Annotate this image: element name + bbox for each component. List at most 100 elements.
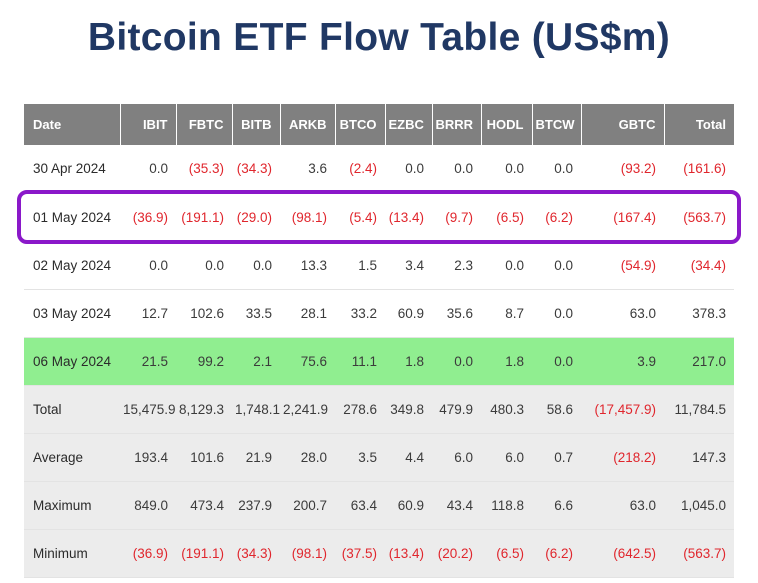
- row-label: Average: [24, 433, 120, 482]
- cell-value: 0.0: [532, 241, 581, 290]
- cell-value: (93.2): [581, 145, 664, 194]
- cell-value: 3.9: [581, 337, 664, 386]
- column-header: BITB: [232, 104, 281, 145]
- column-header: ARKB: [280, 104, 336, 145]
- cell-value: 60.9: [385, 481, 432, 530]
- cell-value: 11.1: [335, 337, 385, 386]
- table-row: 03 May 2024 12.7 102.6 33.5 28.1 33.2 60.9 35.6…: [24, 289, 734, 338]
- cell-value: 63.0: [581, 289, 664, 338]
- cell-value: 6.0: [481, 433, 532, 482]
- cell-value: (34.3): [232, 145, 280, 194]
- table-row: Minimum (36.9) (191.1) (34.3) (98.1) (37.5) (1…: [24, 529, 734, 578]
- cell-value: 1.8: [385, 337, 432, 386]
- table-body: 30 Apr 2024 0.0 (35.3) (34.3) 3.6 (2.4) 0.0 0.0…: [24, 145, 734, 578]
- cell-value: 21.5: [120, 337, 176, 386]
- cell-value: 4.4: [385, 433, 432, 482]
- row-label: 03 May 2024: [24, 289, 120, 338]
- cell-value: 378.3: [664, 289, 734, 338]
- cell-value: 13.3: [280, 241, 335, 290]
- cell-value: 0.0: [532, 337, 581, 386]
- page-title: Bitcoin ETF Flow Table (US$m): [87, 16, 671, 59]
- cell-value: 28.0: [280, 433, 335, 482]
- cell-value: 0.7: [532, 433, 581, 482]
- cell-value: 2,241.9: [280, 385, 335, 434]
- cell-value: 75.6: [280, 337, 335, 386]
- cell-value: (642.5): [581, 529, 664, 578]
- cell-value: 0.0: [120, 241, 176, 290]
- row-label: Maximum: [24, 481, 120, 530]
- cell-value: (161.6): [664, 145, 734, 194]
- cell-value: (191.1): [176, 193, 232, 242]
- table-row: Average 193.4 101.6 21.9 28.0 3.5 4.4 6.0 6.0 0.7…: [24, 433, 734, 482]
- flow-table: Date IBIT FBTC BITB ARKB BTCO EZBC BRRR HODL BTCW…: [24, 104, 734, 578]
- cell-value: 2.3: [432, 241, 481, 290]
- cell-value: (36.9): [120, 529, 176, 578]
- cell-value: (98.1): [280, 529, 335, 578]
- cell-value: (13.4): [385, 529, 432, 578]
- cell-value: 3.5: [335, 433, 385, 482]
- cell-value: 3.4: [385, 241, 432, 290]
- cell-value: 8.7: [481, 289, 532, 338]
- column-header: EZBC: [385, 104, 433, 145]
- column-header: FBTC: [176, 104, 233, 145]
- cell-value: 6.6: [532, 481, 581, 530]
- cell-value: 0.0: [232, 241, 280, 290]
- cell-value: 147.3: [664, 433, 734, 482]
- cell-value: (29.0): [232, 193, 280, 242]
- cell-value: 0.0: [532, 289, 581, 338]
- cell-value: 21.9: [232, 433, 280, 482]
- cell-value: 0.0: [385, 145, 432, 194]
- cell-value: 28.1: [280, 289, 335, 338]
- cell-value: 0.0: [532, 145, 581, 194]
- cell-value: 480.3: [481, 385, 532, 434]
- cell-value: 101.6: [176, 433, 232, 482]
- cell-value: 200.7: [280, 481, 335, 530]
- table-row: Maximum 849.0 473.4 237.9 200.7 63.4 60.9 43.4 1…: [24, 481, 734, 530]
- row-label: 02 May 2024: [24, 241, 120, 290]
- column-header: BTCW: [532, 104, 582, 145]
- cell-value: (167.4): [581, 193, 664, 242]
- cell-value: (2.4): [335, 145, 385, 194]
- table-row: 06 May 2024 21.5 99.2 2.1 75.6 11.1 1.8 0.0 1.8 0…: [24, 337, 734, 386]
- cell-value: 60.9: [385, 289, 432, 338]
- cell-value: (98.1): [280, 193, 335, 242]
- cell-value: 1,748.1: [232, 385, 280, 434]
- row-label: Total: [24, 385, 120, 434]
- cell-value: 0.0: [120, 145, 176, 194]
- cell-value: (37.5): [335, 529, 385, 578]
- column-header: Total: [664, 104, 734, 145]
- cell-value: (13.4): [385, 193, 432, 242]
- row-label: 06 May 2024: [24, 337, 120, 386]
- cell-value: 8,129.3: [176, 385, 232, 434]
- cell-value: 1.5: [335, 241, 385, 290]
- cell-value: 2.1: [232, 337, 280, 386]
- cell-value: (5.4): [335, 193, 385, 242]
- cell-value: 0.0: [481, 241, 532, 290]
- cell-value: 849.0: [120, 481, 176, 530]
- cell-value: (191.1): [176, 529, 232, 578]
- table-row: 02 May 2024 0.0 0.0 0.0 13.3 1.5 3.4 2.3 0.0 0.0(…: [24, 241, 734, 290]
- column-header: BTCO: [335, 104, 386, 145]
- cell-value: 237.9: [232, 481, 280, 530]
- cell-value: (563.7): [664, 529, 734, 578]
- cell-value: (36.9): [120, 193, 176, 242]
- cell-value: (563.7): [664, 193, 734, 242]
- table-row: Total 15,475.9 8,129.3 1,748.1 2,241.9 278.6 3…: [24, 385, 734, 434]
- cell-value: 0.0: [176, 241, 232, 290]
- cell-value: (6.5): [481, 193, 532, 242]
- cell-value: (17,457.9): [581, 385, 664, 434]
- cell-value: 63.4: [335, 481, 385, 530]
- cell-value: 473.4: [176, 481, 232, 530]
- cell-value: 58.6: [532, 385, 581, 434]
- cell-value: 99.2: [176, 337, 232, 386]
- cell-value: 217.0: [664, 337, 734, 386]
- cell-value: 15,475.9: [120, 385, 176, 434]
- cell-value: 43.4: [432, 481, 481, 530]
- column-header: BRRR: [432, 104, 482, 145]
- column-header: Date: [24, 104, 121, 145]
- cell-value: 278.6: [335, 385, 385, 434]
- cell-value: (218.2): [581, 433, 664, 482]
- cell-value: (34.4): [664, 241, 734, 290]
- column-header: HODL: [481, 104, 533, 145]
- row-label: 30 Apr 2024: [24, 145, 120, 194]
